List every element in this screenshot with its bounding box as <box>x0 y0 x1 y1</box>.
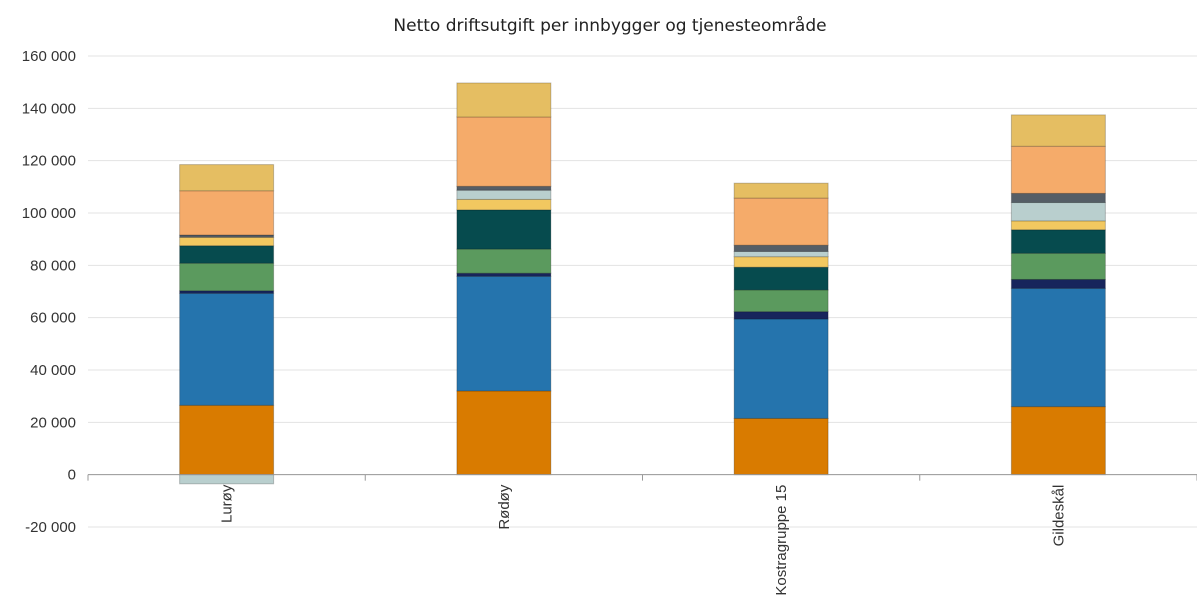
y-tick-label: 20 000 <box>30 414 76 431</box>
y-tick-label: 100 000 <box>22 205 76 222</box>
bar-segment[interactable] <box>733 266 829 291</box>
bar-segment[interactable] <box>1010 145 1106 194</box>
bar-segment[interactable] <box>733 417 829 476</box>
bar-segment[interactable] <box>179 404 275 476</box>
x-category-label: Kostragruppe 15 <box>773 485 790 596</box>
x-category-label: Lurøy <box>219 484 236 523</box>
x-category-label: Gildeskål <box>1050 485 1067 547</box>
y-tick-label: 80 000 <box>30 257 76 274</box>
y-tick-label: 40 000 <box>30 362 76 379</box>
bar-segment[interactable] <box>733 311 829 320</box>
bar-segment[interactable] <box>733 318 829 419</box>
bar-segment[interactable] <box>179 292 275 406</box>
bar-segment[interactable] <box>456 116 552 187</box>
bar-segment[interactable] <box>1010 229 1106 254</box>
bar-segment[interactable] <box>733 250 829 258</box>
bar-segment[interactable] <box>733 197 829 246</box>
y-tick-label: 60 000 <box>30 310 76 327</box>
bar-segment[interactable] <box>1010 114 1106 147</box>
bar-segment[interactable] <box>456 209 552 250</box>
bar-segment[interactable] <box>1010 278 1106 289</box>
bar-segment[interactable] <box>179 190 275 236</box>
bar-layer <box>179 82 1106 485</box>
bar-segment[interactable] <box>179 474 275 485</box>
y-tick-label: 0 <box>68 467 76 484</box>
chart-title: Netto driftsutgift per innbygger og tjen… <box>393 16 827 36</box>
y-tick-label: 140 000 <box>22 100 76 117</box>
bar-segment[interactable] <box>733 244 829 252</box>
bar-segment[interactable] <box>179 164 275 192</box>
bar-segment[interactable] <box>733 182 829 199</box>
y-tick-label: 160 000 <box>22 48 76 65</box>
bar-segment[interactable] <box>1010 252 1106 280</box>
y-tick-label: -20 000 <box>25 519 76 536</box>
bar-segment[interactable] <box>733 256 829 268</box>
bar-segment[interactable] <box>456 189 552 200</box>
bar-segment[interactable] <box>1010 192 1106 204</box>
x-category-label: Rødøy <box>496 484 513 529</box>
bar-segment[interactable] <box>1010 287 1106 408</box>
bar-segment[interactable] <box>456 275 552 392</box>
bar-segment[interactable] <box>456 390 552 476</box>
bar-segment[interactable] <box>1010 406 1106 476</box>
axis-layer: -20 000 0 20 000 40 000 60 000 80 000 100 000 1… <box>22 48 1197 596</box>
bar-segment[interactable] <box>179 236 275 247</box>
bar-segment[interactable] <box>456 185 552 191</box>
bar-segment[interactable] <box>1010 220 1106 231</box>
bar-segment[interactable] <box>179 262 275 292</box>
bar-segment[interactable] <box>456 198 552 211</box>
bar-segment[interactable] <box>456 82 552 118</box>
y-tick-label: 120 000 <box>22 153 76 170</box>
bar-segment[interactable] <box>456 248 552 274</box>
bar-segment[interactable] <box>733 289 829 313</box>
bar-segment[interactable] <box>179 245 275 264</box>
bar-segment[interactable] <box>1010 202 1106 222</box>
